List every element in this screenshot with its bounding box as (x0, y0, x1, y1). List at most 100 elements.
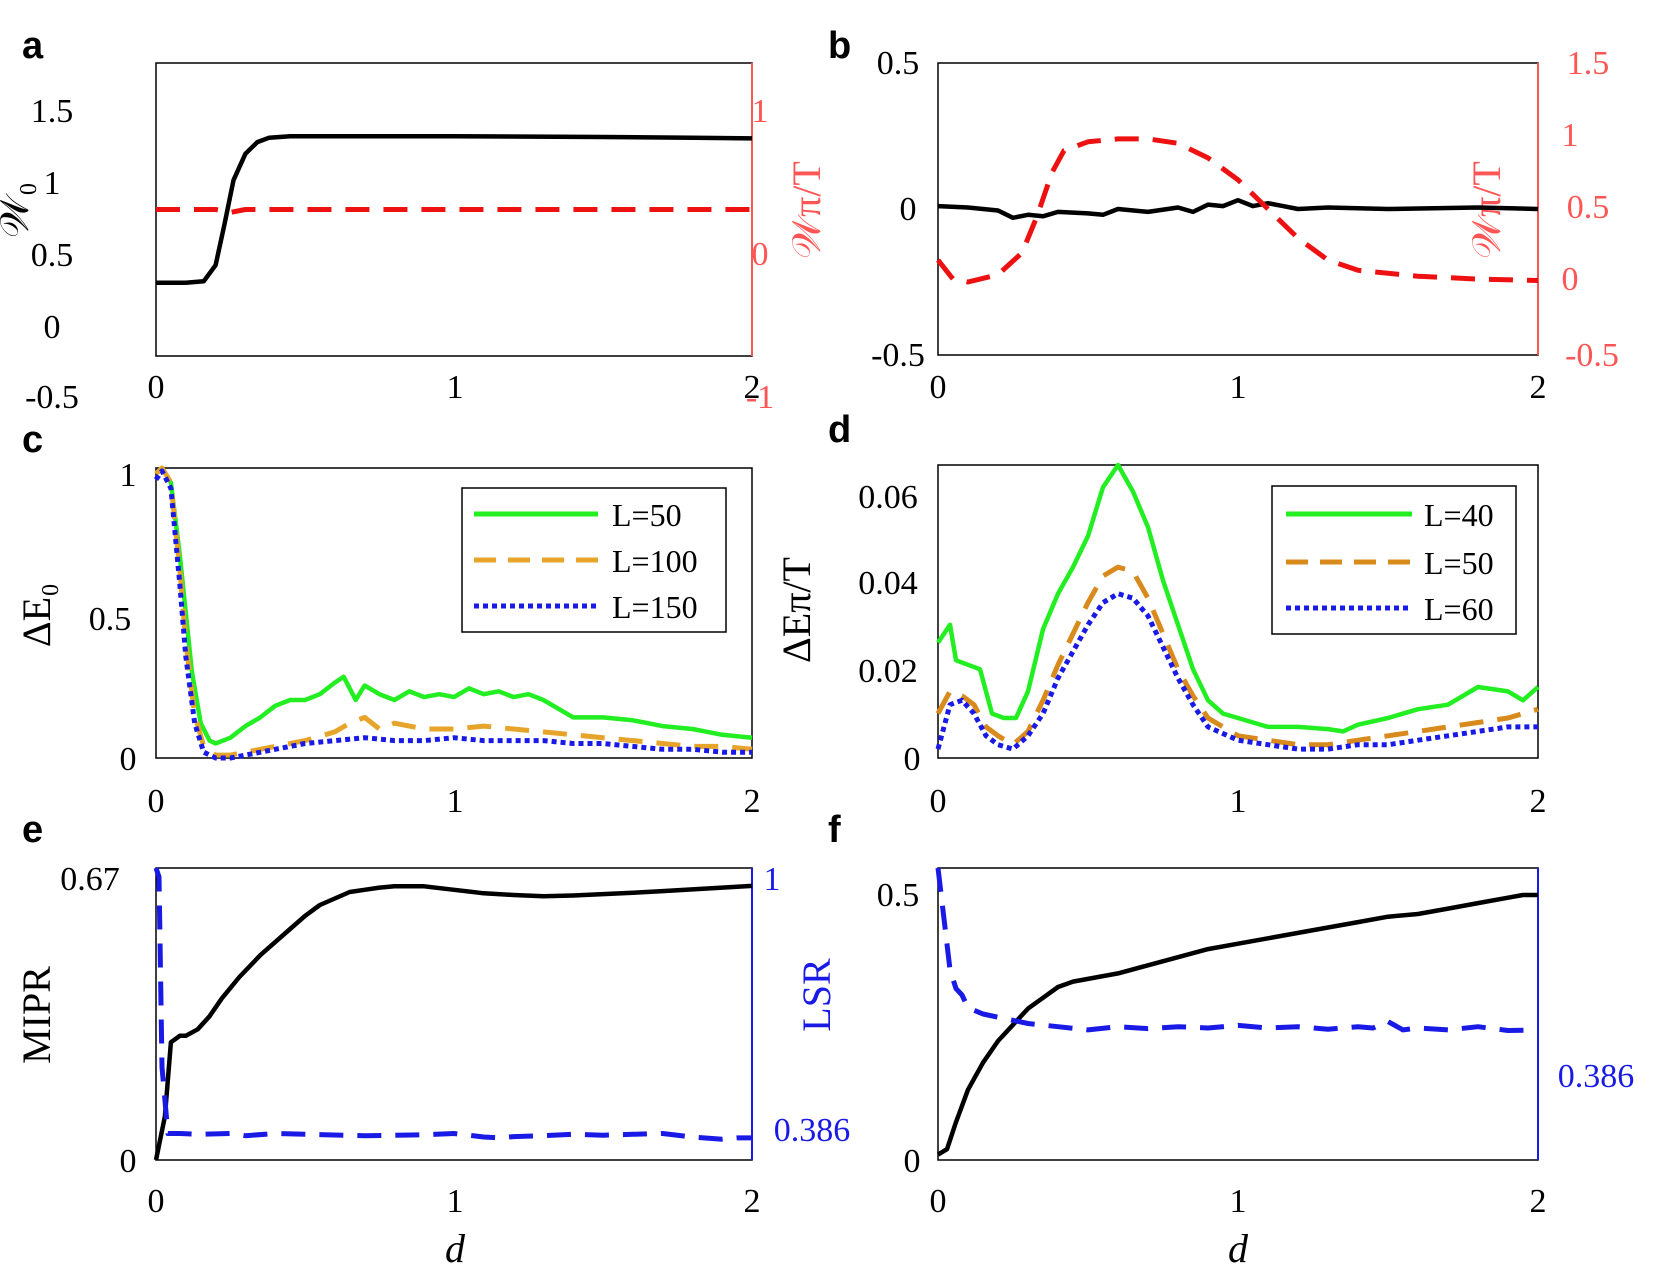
y2-tick-a-1: 0 (752, 236, 769, 273)
plot-area-c (153, 465, 753, 761)
panel-f: f 0.5 0 0.386 0 1 2 d (828, 809, 1634, 1271)
x-tick-b-2: 2 (1530, 369, 1547, 406)
plot-frame-d (937, 464, 1539, 759)
plot-frame-e (155, 867, 753, 1161)
y2-axis-label-a: 𝒲π/T (784, 161, 829, 259)
plot-area-e (153, 867, 753, 1161)
legend-label-d-1: L=50 (1424, 545, 1494, 581)
x-tick-a-2: 2 (744, 369, 761, 406)
y-tick-f-0: 0.5 (877, 877, 920, 914)
x-tick-a-0: 0 (148, 369, 165, 406)
panel-e: e 0.67 0 1 0.386 MIPR LSR 0 1 2 d (14, 809, 850, 1271)
series-b-0 (937, 197, 1539, 221)
x-tick-a-1: 1 (447, 369, 464, 406)
x-tick-d-2: 2 (1530, 783, 1547, 820)
legend-c: L=50 L=100 L=150 (461, 487, 727, 633)
y2-tick-a-2: -1 (746, 379, 774, 416)
y2-tick-b-0: 1.5 (1567, 45, 1610, 82)
x-tick-b-0: 0 (930, 369, 947, 406)
series-f-1 (935, 867, 1539, 1033)
y2-tick-b-2: 0.5 (1567, 189, 1610, 226)
plot-area-b (936, 62, 1539, 356)
y2-tick-e-0: 1 (764, 861, 781, 898)
y-tick-a-3: 0 (44, 309, 61, 346)
y-axis-label-e: MIPR (14, 966, 59, 1064)
legend-d: L=40 L=50 L=60 (1271, 485, 1517, 635)
x-axis-label-f: d (1228, 1226, 1249, 1271)
panel-label-a: a (22, 25, 44, 67)
y2-axis-label-e: LSR (794, 958, 839, 1032)
legend-label-c-1: L=100 (612, 543, 698, 579)
x-tick-d-1: 1 (1230, 783, 1247, 820)
y-axis-label-a: 𝒲₀ (0, 182, 37, 238)
x-tick-f-2: 2 (1530, 1183, 1547, 1220)
x-axis-label-e: d (445, 1226, 466, 1271)
legend-label-c-2: L=150 (612, 589, 698, 625)
x-tick-e-1: 1 (447, 1183, 464, 1220)
series-d-0 (936, 462, 1540, 734)
panel-c: c 1 0.5 0 ΔE₀ 0 1 2 L=50 L=100 L=150 (14, 419, 761, 820)
series-e-1 (153, 867, 752, 1142)
panel-label-e: e (22, 809, 43, 851)
x-tick-e-0: 0 (148, 1183, 165, 1220)
y-tick-c-0: 1 (120, 457, 137, 494)
y2-tick-e-1: 0.386 (774, 1112, 851, 1149)
y-tick-a-2: 0.5 (31, 237, 74, 274)
y-axis-label-c: ΔE₀ (14, 583, 59, 647)
series-d-1 (935, 564, 1539, 748)
y-tick-f-1: 0 (904, 1143, 921, 1180)
panel-label-c: c (22, 419, 43, 461)
y-tick-e-0: 0.67 (60, 861, 120, 898)
plot-frame-f (937, 867, 1539, 1161)
series-a-1 (156, 207, 752, 215)
plot-area-a (155, 62, 753, 357)
legend-label-d-0: L=40 (1424, 497, 1494, 533)
y-tick-b-2: -0.5 (871, 337, 925, 374)
legend-label-d-2: L=60 (1424, 591, 1494, 627)
y2-tick-b-3: 0 (1562, 261, 1579, 298)
x-tick-f-1: 1 (1230, 1183, 1247, 1220)
panel-label-b: b (828, 25, 851, 67)
panel-a: a 1.5 1 0.5 0 -0.5 1 0 -1 𝒲₀ 𝒲π/T 0 1 2 (0, 25, 829, 416)
series-e-0 (153, 883, 753, 1161)
x-tick-c-2: 2 (744, 783, 761, 820)
y-tick-b-1: 0 (900, 191, 917, 228)
series-c-2 (153, 468, 752, 761)
panel-label-d: d (828, 409, 851, 451)
y2-tick-a-0: 1 (752, 93, 769, 130)
plot-area-d (935, 462, 1540, 759)
y2-tick-b-4: -0.5 (1565, 337, 1619, 374)
series-a-0 (156, 134, 753, 286)
y-tick-c-2: 0 (120, 741, 137, 778)
y-tick-e-1: 0 (120, 1143, 137, 1180)
x-tick-d-0: 0 (930, 783, 947, 820)
legend-label-c-0: L=50 (612, 497, 682, 533)
y-tick-c-1: 0.5 (89, 601, 132, 638)
y-axis-label-d: ΔEπ/T (774, 557, 819, 663)
y-tick-d-2: 0.02 (858, 653, 918, 690)
y-tick-a-0: 1.5 (31, 93, 74, 130)
x-tick-c-1: 1 (447, 783, 464, 820)
y-tick-d-1: 0.04 (858, 565, 918, 602)
x-tick-c-0: 0 (148, 783, 165, 820)
y-tick-d-3: 0 (904, 741, 921, 778)
x-tick-b-1: 1 (1230, 369, 1247, 406)
series-d-2 (935, 591, 1538, 752)
x-tick-e-2: 2 (744, 1183, 761, 1220)
plot-frame-c (155, 467, 753, 759)
y-tick-d-0: 0.06 (858, 479, 918, 516)
x-tick-f-0: 0 (930, 1183, 947, 1220)
series-c-0 (154, 465, 753, 746)
series-b-1 (936, 136, 1539, 285)
panel-d: d 0.06 0.04 0.02 0 ΔEπ/T 0 1 2 L=40 L=50… (774, 409, 1547, 820)
y-tick-b-0: 0.5 (877, 45, 920, 82)
panel-label-f: f (828, 809, 841, 851)
y-tick-a-4: -0.5 (25, 379, 79, 416)
y-tick-a-1: 1 (44, 165, 61, 202)
plot-area-f (935, 867, 1539, 1161)
y2-tick-f-0: 0.386 (1558, 1058, 1635, 1095)
y2-tick-b-1: 1 (1562, 117, 1579, 154)
panel-b: b 0.5 0 -0.5 1.5 1 0.5 0 -0.5 𝒲π/T 0 1 2 (828, 25, 1619, 406)
series-f-0 (936, 892, 1538, 1157)
